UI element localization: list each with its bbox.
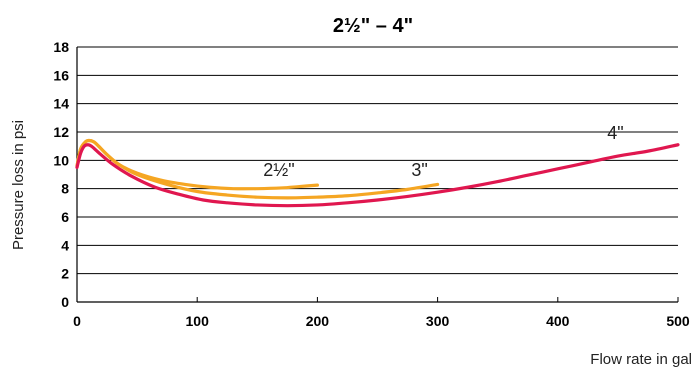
axes	[76, 47, 679, 303]
x-tick-label: 0	[73, 313, 81, 329]
series-label: 2½"	[263, 160, 294, 180]
y-tick-label: 16	[53, 67, 69, 83]
series-lines	[75, 138, 680, 208]
x-tick-labels: 0 100 200 300 400 500	[73, 313, 690, 329]
series-label: 4"	[607, 123, 623, 143]
series-labels: 2½" 3" 4"	[263, 123, 623, 180]
y-tick-label: 12	[53, 124, 69, 140]
y-tick-labels: 0 2 4 6 8 10 12 14 16 18	[53, 39, 69, 310]
x-tick-label: 300	[426, 313, 450, 329]
y-tick-label: 14	[53, 96, 69, 112]
y-tick-label: 6	[61, 209, 69, 225]
chart-title: 2½" – 4"	[333, 15, 413, 37]
series-line-2	[75, 143, 680, 208]
gridlines	[77, 46, 678, 303]
series-line-1	[75, 138, 440, 200]
y-tick-label: 8	[61, 181, 69, 197]
x-tick-label: 100	[186, 313, 210, 329]
y-tick-label: 4	[61, 237, 69, 253]
series-label: 3"	[411, 160, 427, 180]
y-tick-label: 10	[53, 152, 69, 168]
y-tick-label: 2	[61, 266, 69, 282]
y-axis-label: Pressure loss in psi	[10, 120, 27, 250]
y-tick-label: 0	[61, 294, 69, 310]
x-tick-label: 400	[546, 313, 570, 329]
y-tick-label: 18	[53, 39, 69, 55]
x-tick-label: 200	[306, 313, 330, 329]
x-axis-label: Flow rate in gal	[590, 351, 692, 368]
x-tick-label: 500	[666, 313, 690, 329]
